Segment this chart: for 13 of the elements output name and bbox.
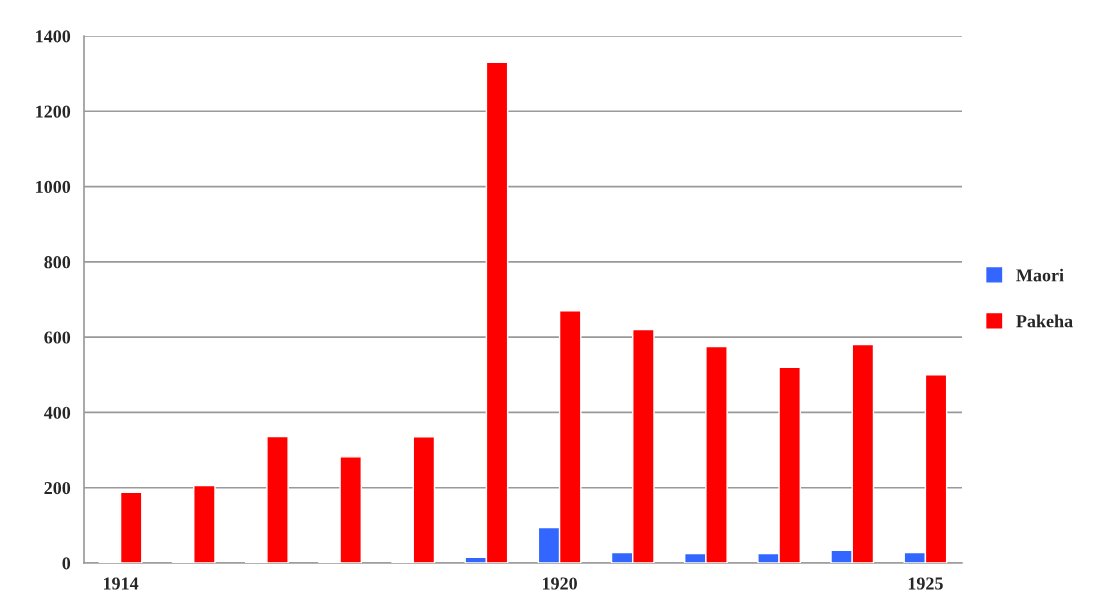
y-tick-label: 0: [62, 557, 71, 570]
legend-label: Pakeha: [1016, 314, 1073, 328]
y-tick-label: 1400: [36, 30, 71, 43]
y-tick-label: 400: [43, 406, 71, 419]
x-tick-label: 1920: [542, 577, 577, 590]
y-tick-label: 200: [44, 481, 71, 495]
y-tick-label: 1000: [36, 180, 71, 194]
x-tick-label: 1925: [908, 577, 943, 590]
y-tick-label: 1200: [36, 105, 71, 118]
x-tick-label: 1914: [103, 577, 139, 590]
y-tick-label: 600: [44, 331, 71, 344]
y-tick-label: 800: [44, 256, 71, 269]
legend-label: Maori: [1016, 268, 1064, 282]
